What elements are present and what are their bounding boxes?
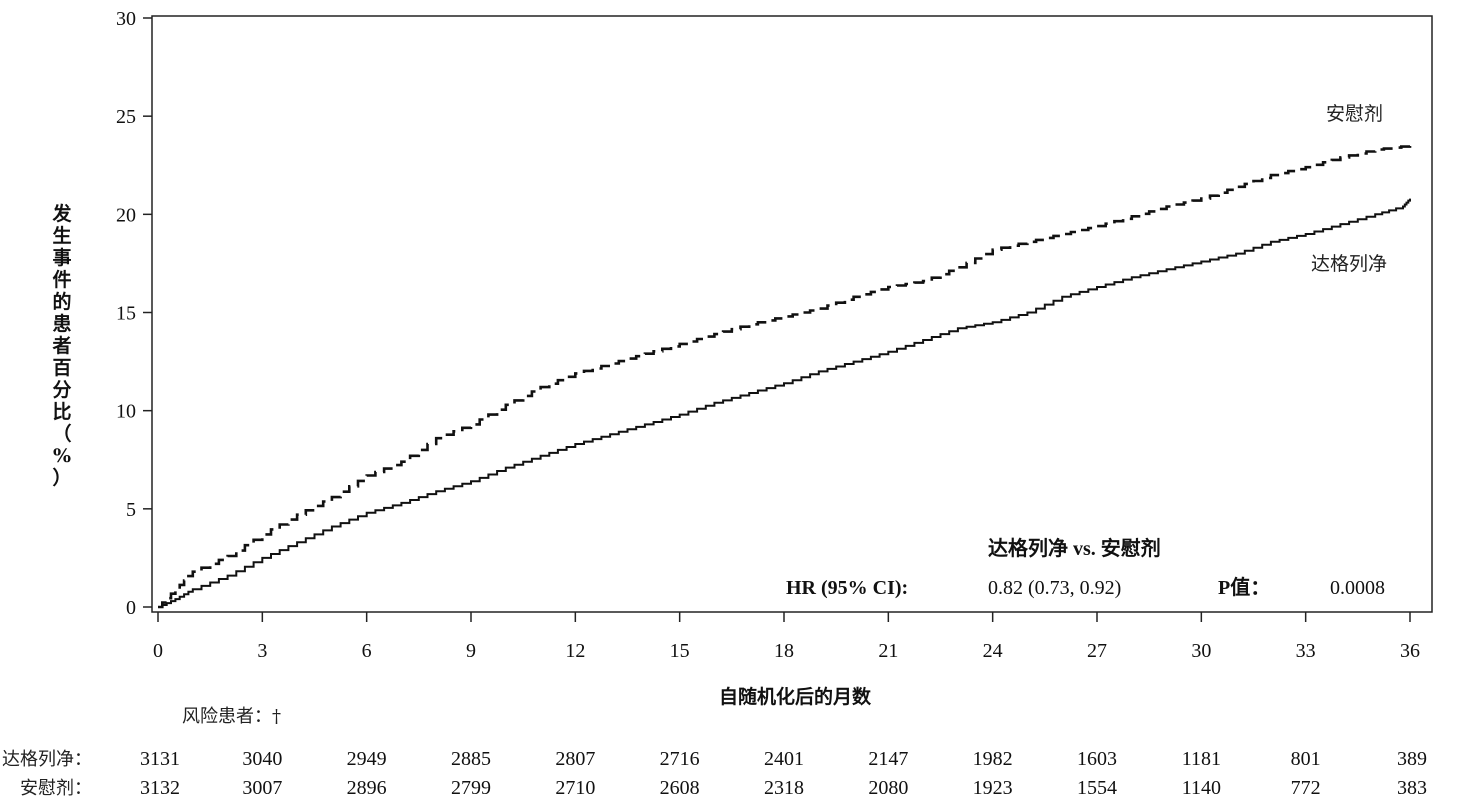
risk-table-cell: 2608 (660, 777, 700, 799)
risk-table-cell: 1923 (973, 777, 1013, 799)
plot-frame (151, 15, 1433, 613)
risk-table: 达格列净： 3131 3040 2949 2885 2807 2716 2401 2147 198… (2, 748, 1427, 799)
x-tick-label: 33 (1296, 640, 1316, 662)
x-tick-label: 21 (878, 640, 898, 662)
x-tick-label: 9 (466, 640, 476, 662)
x-axis-title: 自随机化后的月数 (719, 685, 872, 708)
risk-table-cell: 2807 (555, 748, 595, 770)
risk-table-cell: 1603 (1077, 748, 1117, 770)
risk-table-cell: 1181 (1182, 748, 1221, 770)
risk-row-label-placebo: 安慰剂： (20, 778, 92, 799)
series-label-dapagliflozin: 达格列净 (1311, 253, 1387, 275)
y-tick-label: 10 (116, 401, 136, 423)
y-tick-label: 25 (116, 106, 136, 128)
x-tick-label: 18 (774, 640, 794, 662)
y-tick-label: 5 (126, 499, 136, 521)
series-line-dapagliflozin (158, 198, 1411, 608)
y-tick-label: 30 (116, 8, 136, 30)
x-tick-label: 12 (565, 640, 585, 662)
risk-table-cell: 1140 (1182, 777, 1221, 799)
x-tick-label: 27 (1087, 640, 1107, 662)
series-label-placebo: 安慰剂 (1326, 103, 1383, 125)
y-tick-label: 0 (126, 597, 136, 619)
series-lines (158, 145, 1412, 609)
x-tick-label: 6 (362, 640, 372, 662)
y-tick-label: 15 (116, 303, 136, 325)
x-tick-label: 3 (257, 640, 267, 662)
x-tick-label: 0 (153, 640, 163, 662)
risk-table-cell: 772 (1291, 777, 1321, 799)
x-tick-label: 30 (1191, 640, 1211, 662)
risk-table-cell: 3131 (140, 748, 180, 770)
risk-table-cell: 2896 (347, 777, 387, 799)
risk-table-cell: 3040 (242, 748, 282, 770)
p-value-label: P值： (1218, 575, 1270, 599)
hr-label: HR (95% CI): (786, 577, 908, 599)
risk-table-title: 风险患者：† (182, 706, 281, 727)
x-tick-label: 36 (1400, 640, 1420, 662)
risk-table-cell: 2885 (451, 748, 491, 770)
risk-table-cell: 2716 (660, 748, 700, 770)
risk-table-cell: 2401 (764, 748, 804, 770)
y-axis-title: 发生事件的患者百分比（%） (51, 202, 72, 489)
series-line-placebo (158, 145, 1412, 609)
risk-table-cell: 383 (1397, 777, 1427, 799)
risk-table-cell: 2080 (868, 777, 908, 799)
risk-table-cell: 3007 (242, 777, 282, 799)
risk-table-cell: 1554 (1077, 777, 1117, 799)
risk-table-cell: 2799 (451, 777, 491, 799)
p-value: 0.0008 (1330, 577, 1385, 599)
risk-table-cell: 389 (1397, 748, 1427, 770)
risk-row-label-dapagliflozin: 达格列净： (2, 749, 92, 770)
x-tick-label: 15 (670, 640, 690, 662)
risk-table-cell: 3132 (140, 777, 180, 799)
x-tick-label: 24 (983, 640, 1003, 662)
y-tick-label: 20 (116, 204, 136, 226)
hr-value: 0.82 (0.73, 0.92) (988, 577, 1121, 599)
risk-table-cell: 2710 (555, 777, 595, 799)
annotation-title: 达格列净 vs. 安慰剂 (988, 536, 1161, 560)
risk-table-cell: 2949 (347, 748, 387, 770)
risk-table-cell: 2318 (764, 777, 804, 799)
risk-table-cell: 1982 (973, 748, 1013, 770)
risk-table-cell: 2147 (868, 748, 908, 770)
risk-table-cell: 801 (1291, 748, 1321, 770)
